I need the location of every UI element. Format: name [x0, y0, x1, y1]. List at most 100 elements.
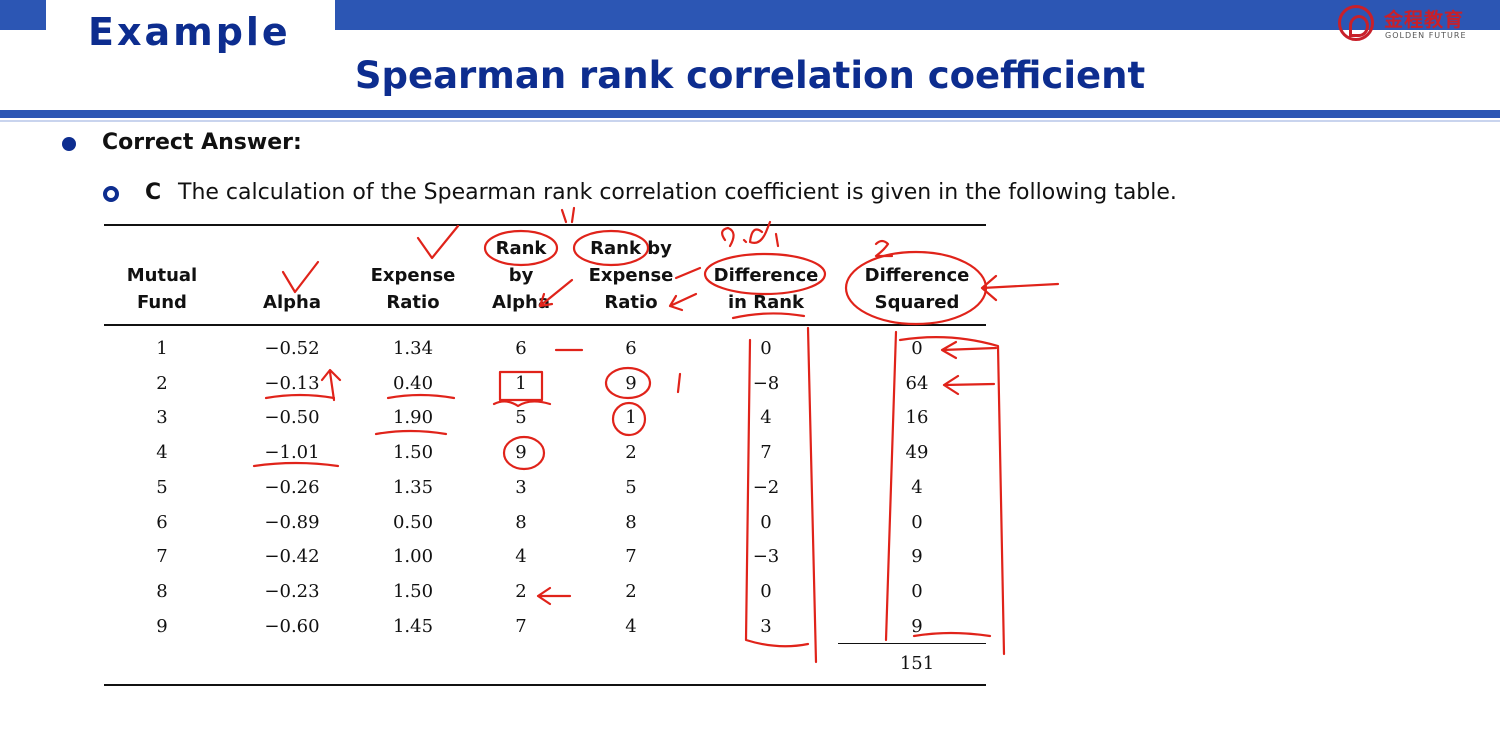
table-cell: 9 [515, 442, 527, 464]
table-cell: −0.60 [264, 615, 320, 637]
table-cell: 8 [625, 511, 637, 533]
table-cell: 4 [760, 407, 772, 429]
table-cell: 64 [905, 372, 929, 394]
answer-explanation: The calculation of the Spearman rank cor… [178, 180, 1177, 205]
column-header-line: in Rank [727, 292, 805, 313]
table-cell: 0 [760, 338, 772, 359]
table-cell: 1.50 [392, 580, 434, 602]
table-cell: 5 [156, 476, 168, 498]
table-cell: 9 [911, 615, 923, 637]
table-cell: 2 [515, 580, 527, 602]
table-cell: 4 [911, 476, 923, 498]
column-header-line: Expense [588, 265, 674, 286]
column-header-rank-expense: Rank by Expense Ratio [561, 235, 701, 316]
table-cell: 1.34 [392, 338, 434, 359]
column-header-line: Squared [874, 292, 960, 313]
table-cell: 8 [156, 580, 168, 602]
column-header-line: Expense [370, 265, 456, 286]
total-rule [838, 643, 986, 644]
table-cell: 9 [911, 546, 923, 568]
table-cell: 0 [911, 511, 923, 533]
table-cell: 1.45 [392, 615, 434, 637]
column-header-line: Mutual [126, 265, 198, 286]
table-cell: 3 [515, 476, 527, 498]
table-cell: 7 [515, 615, 527, 637]
sub-bullet-ring-icon [103, 186, 119, 202]
logo-name: 金程教育 [1384, 9, 1465, 31]
table-cell: 2 [625, 580, 637, 602]
column-header-line: Difference [864, 265, 970, 286]
table-cell: 1 [515, 372, 527, 394]
table-cell: 1 [625, 407, 637, 429]
bullet-dot-icon [62, 137, 76, 151]
table-cell: −3 [752, 546, 780, 568]
section-label: Example [88, 10, 291, 54]
logo-icon [1338, 5, 1374, 41]
total-value: 151 [899, 653, 935, 674]
table-top-rule [104, 224, 986, 226]
table-cell: 5 [515, 407, 527, 429]
table-cell: 16 [905, 407, 929, 429]
table-header-rule [104, 324, 986, 326]
table-cell: 1.00 [392, 546, 434, 568]
column-header-difference-squared: Difference Squared [847, 262, 987, 316]
table-cell: 4 [625, 615, 637, 637]
table-cell: 7 [156, 546, 168, 568]
top-mark-icon [560, 206, 576, 224]
row2-tick [676, 372, 682, 394]
squared-arrow [980, 274, 1060, 302]
table-bottom-rule [104, 684, 986, 686]
logo-tagline: GOLDEN FUTURE [1385, 31, 1467, 40]
column-header-difference: Difference in Rank [696, 262, 836, 316]
expense-underline-2 [386, 393, 456, 400]
column-header-alpha: Alpha [222, 289, 362, 316]
table-cell: 9 [625, 372, 637, 394]
table-cell: 3 [760, 615, 772, 637]
expense-underline-3 [374, 429, 448, 436]
table-cell: 8 [515, 511, 527, 533]
table-cell: 9 [156, 615, 168, 637]
table-cell: 4 [515, 546, 527, 568]
header-bar-left [0, 0, 46, 30]
column-header-line: Ratio [604, 292, 658, 313]
table-cell: 3 [156, 407, 168, 429]
table-cell: −0.50 [264, 407, 320, 429]
table-cell: 0 [911, 580, 923, 602]
alpha-underline-2 [264, 393, 336, 400]
table-cell: −0.13 [264, 372, 320, 394]
table-cell: 0.50 [392, 511, 434, 533]
table-cell: 5 [625, 476, 637, 498]
table-cell: 49 [905, 442, 929, 464]
table-cell: −8 [752, 372, 780, 394]
brand-logo: 金程教育 GOLDEN FUTURE [1338, 5, 1478, 43]
header-bar-right [335, 0, 1500, 30]
table-cell: 7 [625, 546, 637, 568]
title-divider-thin [0, 120, 1500, 122]
title-divider [0, 110, 1500, 118]
slide-title: Spearman rank correlation coefficient [354, 54, 1146, 97]
alpha-underline-4 [252, 461, 340, 468]
column-header-line: Ratio [386, 292, 440, 313]
table-cell: −1.01 [264, 442, 320, 464]
table-cell: 2 [156, 372, 168, 394]
table-cell: 0 [911, 338, 923, 359]
table-cell: 2 [625, 442, 637, 464]
answer-heading: Correct Answer: [102, 130, 302, 155]
column-header-line: Alpha [492, 292, 550, 313]
table-cell: 1.35 [392, 476, 434, 498]
table-cell: 6 [156, 511, 168, 533]
table-cell: 0 [760, 580, 772, 602]
column-header-line: Difference [713, 265, 819, 286]
table-cell: 4 [156, 442, 168, 464]
table-cell: 1.50 [392, 442, 434, 464]
rank-1-squiggle [492, 400, 552, 408]
column-header-line: Fund [137, 292, 187, 313]
table-cell: −0.52 [264, 338, 320, 359]
table-cell: 1 [156, 338, 168, 359]
table-cell: 0 [760, 511, 772, 533]
column-header-fund: Mutual Fund [92, 262, 232, 316]
table-cell: −2 [752, 476, 780, 498]
table-cell: 7 [760, 442, 772, 464]
column-header-line: Rank by [590, 238, 672, 259]
table-cell: 6 [515, 338, 527, 359]
